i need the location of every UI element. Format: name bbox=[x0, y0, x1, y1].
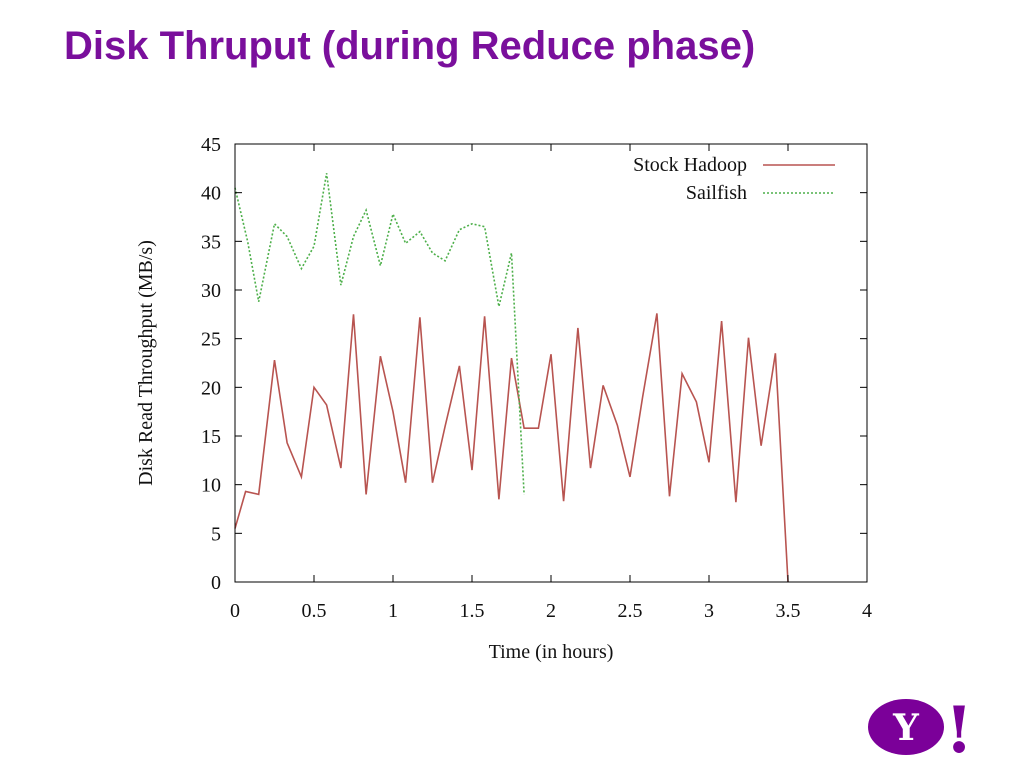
legend: Stock Hadoop Sailfish bbox=[633, 154, 835, 204]
x-tick-label: 0 bbox=[230, 600, 240, 622]
y-tick-label: 30 bbox=[201, 280, 221, 302]
x-tick-label: 2 bbox=[546, 600, 556, 622]
legend-label: Sailfish bbox=[686, 182, 747, 204]
y-tick-label: 5 bbox=[211, 523, 221, 545]
slide-title: Disk Thruput (during Reduce phase) bbox=[64, 24, 756, 68]
svg-text:!: ! bbox=[945, 694, 973, 760]
y-tick-label: 40 bbox=[201, 183, 221, 205]
y-tick-label: 35 bbox=[201, 231, 221, 253]
y-tick-label: 20 bbox=[201, 377, 221, 399]
x-tick-label: 2.5 bbox=[618, 600, 643, 622]
svg-text:Y: Y bbox=[892, 707, 920, 749]
x-tick-label: 4 bbox=[862, 600, 872, 622]
y-tick-label: 15 bbox=[201, 426, 221, 448]
x-axis-label: Time (in hours) bbox=[489, 641, 614, 663]
plot-lines bbox=[234, 173, 789, 583]
y-tick-label: 0 bbox=[211, 572, 221, 594]
x-tick-label: 0.5 bbox=[302, 600, 327, 622]
legend-label: Stock Hadoop bbox=[633, 154, 747, 176]
y-axis-label: Disk Read Throughput (MB/s) bbox=[135, 240, 157, 486]
x-tick-label: 1.5 bbox=[460, 600, 485, 622]
x-tick-label: 1 bbox=[388, 600, 398, 622]
x-tick-label: 3.5 bbox=[776, 600, 801, 622]
axes: 0 5 10 15 20 25 30 35 40 45 0 0.5 1 1.5 2 2.5 3 3.5 4 Time … bbox=[135, 134, 872, 663]
series-line-stock-hadoop bbox=[234, 313, 789, 583]
x-tick-label: 3 bbox=[704, 600, 714, 622]
y-tick-label: 25 bbox=[201, 329, 221, 351]
yahoo-logo-icon: Y ! bbox=[868, 694, 973, 760]
y-tick-label: 45 bbox=[201, 134, 221, 156]
series-line-sailfish bbox=[234, 173, 525, 495]
y-tick-label: 10 bbox=[201, 475, 221, 497]
